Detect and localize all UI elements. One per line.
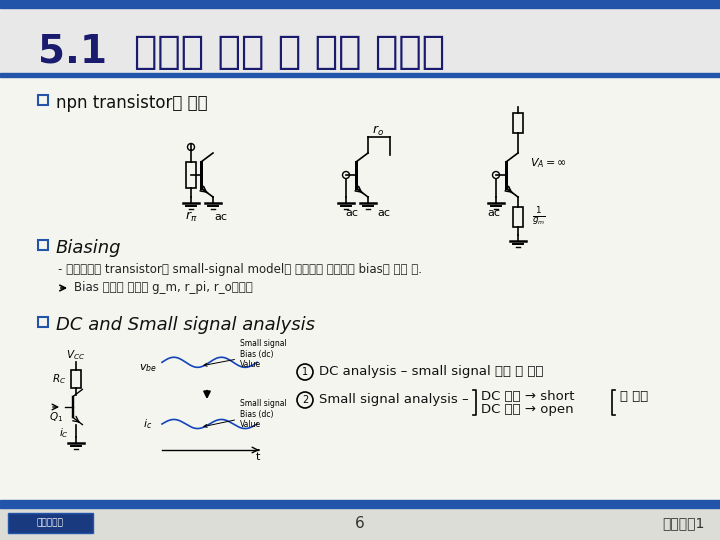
Text: npn transistor의 저항: npn transistor의 저항 xyxy=(56,94,207,112)
Bar xyxy=(0,0,720,8)
Bar xyxy=(513,207,523,227)
Text: $V_{CC}$: $V_{CC}$ xyxy=(66,348,86,362)
Bar xyxy=(0,500,720,508)
Bar xyxy=(0,73,720,77)
Bar xyxy=(71,370,81,388)
Bar xyxy=(186,162,196,188)
Bar xyxy=(0,508,720,540)
Text: DC and Small signal analysis: DC and Small signal analysis xyxy=(56,316,315,334)
Text: $i_C$: $i_C$ xyxy=(59,426,69,440)
Text: $r_{\pi}$: $r_{\pi}$ xyxy=(185,210,197,224)
Text: DC analysis – small signal 무시 후 분석: DC analysis – small signal 무시 후 분석 xyxy=(319,366,544,379)
Text: 2: 2 xyxy=(302,395,308,405)
Text: DC 전류 → open: DC 전류 → open xyxy=(481,403,574,416)
Bar xyxy=(38,94,48,105)
Bar xyxy=(0,8,720,73)
Bar xyxy=(513,113,523,133)
Text: $v_{be}$: $v_{be}$ xyxy=(139,362,157,374)
Text: Small signal
Bias (dc)
Value: Small signal Bias (dc) Value xyxy=(204,399,287,429)
Bar xyxy=(38,316,48,327)
Text: DC 전압 → short: DC 전압 → short xyxy=(481,389,575,402)
Text: ac: ac xyxy=(215,212,228,222)
Text: 1: 1 xyxy=(302,367,308,377)
Text: $R_C$: $R_C$ xyxy=(52,372,66,386)
Text: Small signal
Bias (dc)
Value: Small signal Bias (dc) Value xyxy=(204,339,287,369)
Bar xyxy=(8,513,93,533)
Text: 충북대학교: 충북대학교 xyxy=(37,518,63,528)
Text: $i_c$: $i_c$ xyxy=(143,417,153,431)
Text: Bias 조건에 의하여 g_m, r_pi, r_o결정됨: Bias 조건에 의하여 g_m, r_pi, r_o결정됨 xyxy=(74,281,253,294)
Text: 5.1  증폭기 설계 시 고려 사항들: 5.1 증폭기 설계 시 고려 사항들 xyxy=(38,33,445,71)
Text: 전자회로1: 전자회로1 xyxy=(662,516,705,530)
Text: ac: ac xyxy=(377,208,390,218)
Text: $r_o$: $r_o$ xyxy=(372,124,384,138)
Text: - 증폭기에서 transistor를 small-signal model로 해석하기 위해서는 bias를 헤아 함.: - 증폭기에서 transistor를 small-signal model로 … xyxy=(58,264,422,276)
Text: t: t xyxy=(256,452,260,462)
Text: ac: ac xyxy=(346,208,359,218)
Text: Biasing: Biasing xyxy=(56,239,122,257)
Text: $V_A = \infty$: $V_A = \infty$ xyxy=(530,156,567,170)
Text: ac: ac xyxy=(487,208,500,218)
Text: $Q_1$: $Q_1$ xyxy=(49,410,63,424)
Text: $\frac{1}{g_m}$: $\frac{1}{g_m}$ xyxy=(532,206,546,228)
Text: Small signal analysis –: Small signal analysis – xyxy=(319,394,469,407)
Text: 6: 6 xyxy=(355,516,365,530)
Bar xyxy=(38,240,48,249)
Text: 후 분석: 후 분석 xyxy=(620,389,648,402)
